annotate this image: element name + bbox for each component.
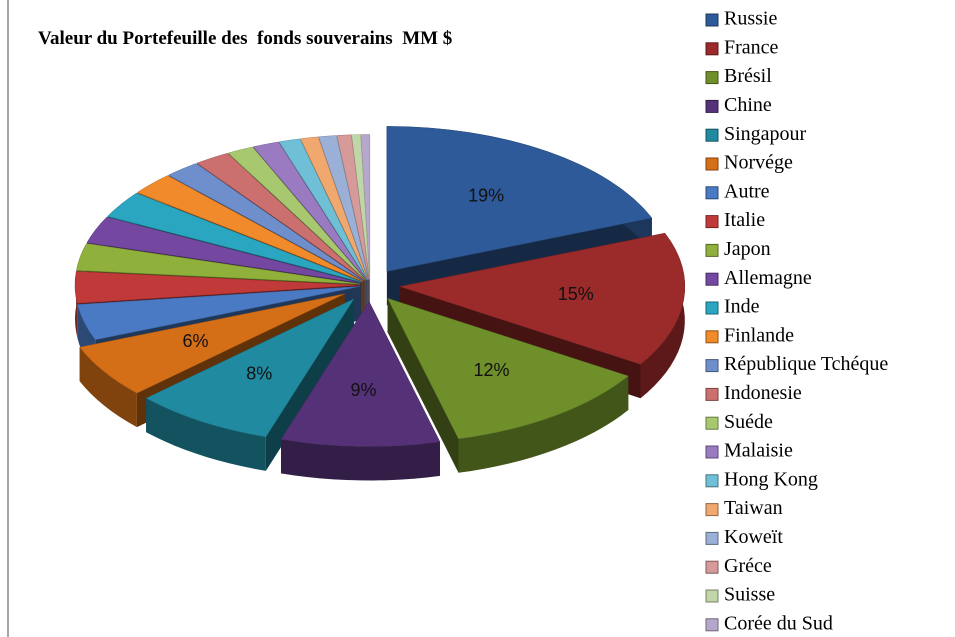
legend-label: Hong Kong — [724, 468, 818, 490]
data-label: 12% — [473, 360, 509, 380]
legend-label: Taiwan — [724, 497, 783, 519]
slice-top — [86, 216, 361, 284]
legend-swatch — [705, 272, 719, 286]
data-label: 6% — [182, 331, 208, 351]
slice-top — [300, 136, 369, 280]
slice-top — [386, 126, 653, 272]
slice-top — [145, 298, 355, 438]
legend-label: Russie — [724, 8, 777, 30]
legend-swatch — [705, 560, 719, 574]
legend-swatch — [705, 99, 719, 113]
legend-swatch — [705, 387, 719, 401]
legend-label: Singapour — [724, 123, 807, 145]
legend: Russie France Brésil Chine Singapour Norvége A… — [705, 8, 888, 634]
slice-top — [136, 175, 363, 282]
legend-label: Finlande — [724, 324, 794, 346]
legend-swatch — [705, 186, 719, 200]
slice-top — [280, 300, 441, 447]
slice: 9% — [280, 300, 441, 481]
legend-swatch — [705, 445, 719, 459]
slice: 12% — [387, 297, 629, 473]
legend-label: Koweït — [724, 526, 783, 548]
legend-swatch — [705, 531, 719, 545]
legend-swatch — [705, 359, 719, 373]
legend-label: Suisse — [724, 584, 775, 606]
slice: 8% — [145, 298, 355, 471]
slice-top — [196, 153, 365, 281]
pie: 19% 15% 6% 12% 8% 9% — [74, 126, 686, 481]
slice-side — [146, 398, 266, 471]
chart-title: Valeur du Portefeuille des fonds souvera… — [38, 28, 452, 49]
legend-label: Malaisie — [724, 440, 793, 462]
legend-swatch — [705, 618, 719, 632]
slice-wall — [387, 298, 459, 473]
slice-top — [227, 146, 366, 281]
slice-top — [252, 141, 367, 281]
slice-side — [458, 376, 629, 473]
slice-top — [318, 135, 369, 280]
slice-top — [74, 271, 361, 304]
legend-label: Suéde — [724, 411, 773, 433]
slice-side — [280, 439, 440, 481]
legend-swatch — [705, 503, 719, 517]
legend-swatch — [705, 215, 719, 229]
slice-top — [76, 243, 361, 285]
legend-label: France — [724, 36, 779, 58]
legend-swatch — [705, 243, 719, 257]
data-label: 8% — [246, 364, 272, 384]
slice-top — [351, 134, 370, 280]
legend-label: Inde — [724, 296, 760, 318]
slice-top — [398, 232, 686, 365]
legend-swatch — [705, 330, 719, 344]
legend-label: Italie — [724, 209, 765, 231]
legend-swatch — [705, 474, 719, 488]
legend-swatch — [705, 416, 719, 430]
data-label: 19% — [468, 186, 504, 206]
slice-top — [167, 163, 364, 281]
slice-top — [336, 134, 370, 280]
legend-label: Autre — [724, 180, 770, 202]
legend-label: Brésil — [724, 65, 772, 87]
legend-label: République Tchéque — [724, 353, 888, 375]
legend-label: Japon — [724, 238, 771, 260]
legend-label: Indonesie — [724, 382, 802, 404]
legend-label: Norvége — [724, 152, 793, 174]
data-label: 9% — [350, 380, 376, 400]
slice-top — [79, 293, 345, 394]
legend-swatch — [705, 71, 719, 85]
legend-label: Gréce — [724, 555, 772, 577]
slice-top — [77, 286, 361, 341]
legend-swatch — [705, 42, 719, 56]
slice-top — [360, 134, 371, 280]
slice-top — [107, 192, 362, 283]
legend-label: Allemagne — [724, 267, 812, 289]
legend-swatch — [705, 157, 719, 171]
slice-top — [278, 138, 368, 280]
legend-swatch — [705, 301, 719, 315]
data-label: 15% — [558, 284, 594, 304]
slice-top — [387, 297, 629, 440]
legend-label: Corée du Sud — [724, 612, 833, 634]
legend-swatch — [705, 128, 719, 142]
legend-label: Chine — [724, 94, 772, 116]
legend-swatch — [705, 13, 719, 27]
slice-side — [79, 347, 137, 428]
legend-swatch — [705, 589, 719, 603]
